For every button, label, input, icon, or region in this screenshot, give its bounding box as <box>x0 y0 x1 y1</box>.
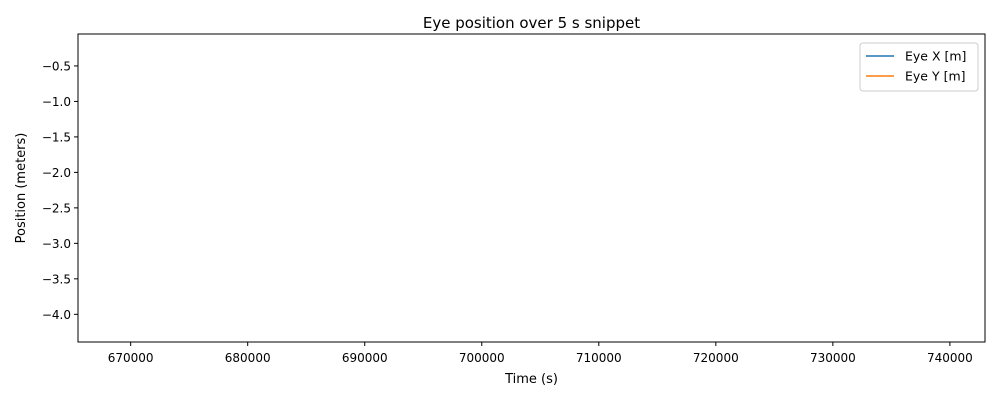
x-tick-label: 700000 <box>459 351 505 365</box>
chart-title: Eye position over 5 s snippet <box>423 14 640 32</box>
x-axis: 670000 680000 690000 700000 710000 720000 7300… <box>108 342 973 365</box>
y-tick-label: −3.5 <box>42 272 71 286</box>
y-axis: −0.5 −1.0 −1.5 −2.0 −2.5 −3.0 −3.5 −4.0 <box>42 59 78 322</box>
legend: Eye X [m] Eye Y [m] <box>859 42 979 92</box>
y-tick-label: −4.0 <box>42 308 71 322</box>
legend-items: Eye X [m] Eye Y [m] <box>866 49 966 84</box>
x-tick-label: 720000 <box>693 351 739 365</box>
x-tick-label: 670000 <box>108 351 154 365</box>
x-tick-label: 730000 <box>810 351 856 365</box>
y-tick-label: −2.0 <box>42 166 71 180</box>
legend-label: Eye Y [m] <box>905 69 966 84</box>
legend-box <box>859 42 979 92</box>
y-tick-label: −2.5 <box>42 201 71 215</box>
y-axis-label: Position (meters) <box>14 133 29 244</box>
y-tick-label: −3.0 <box>42 237 71 251</box>
plot-area <box>77 33 986 343</box>
x-tick-label: 680000 <box>225 351 271 365</box>
x-tick-label: 710000 <box>576 351 622 365</box>
x-axis-label: Time (s) <box>504 372 558 387</box>
x-tick-label: 690000 <box>342 351 388 365</box>
y-tick-label: −1.5 <box>42 130 71 144</box>
plot-background <box>78 34 985 342</box>
legend-label: Eye X [m] <box>905 49 966 64</box>
y-tick-label: −1.0 <box>42 95 71 109</box>
axes-frame <box>77 33 986 343</box>
x-tick-label: 740000 <box>927 351 973 365</box>
y-tick-label: −0.5 <box>42 59 71 73</box>
